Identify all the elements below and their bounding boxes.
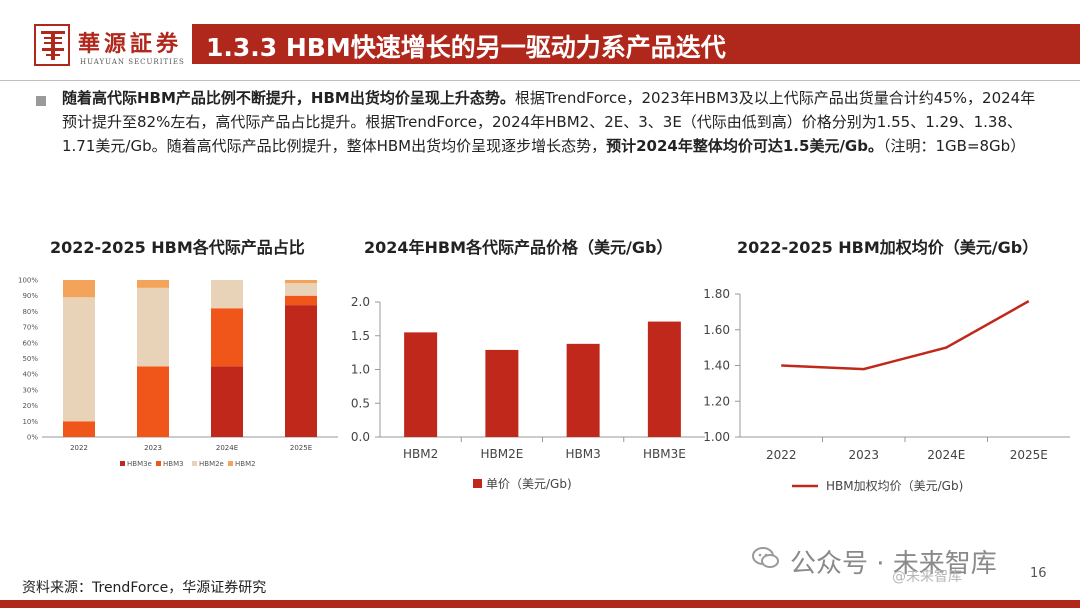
y-tick-label: 60% xyxy=(22,339,38,347)
page-title: 1.3.3 HBM快速增长的另一驱动力系产品迭代 xyxy=(206,33,726,62)
x-tick-label: 2025E xyxy=(290,444,312,452)
y-tick-label: 1.40 xyxy=(703,359,730,373)
x-tick-label: HBM3E xyxy=(643,447,686,461)
legend-label: HBM2 xyxy=(235,460,256,468)
avg-price-line xyxy=(781,300,1030,371)
bar-segment xyxy=(211,308,243,367)
page-number: 16 xyxy=(1030,566,1047,581)
bar-segment xyxy=(63,297,95,422)
body-note: （注明：1GB=8Gb） xyxy=(882,137,1026,155)
price-bar xyxy=(485,349,519,437)
bar-segment xyxy=(285,295,317,306)
bar-segment xyxy=(211,366,243,437)
legend-swatch xyxy=(156,461,161,466)
y-tick-label: 1.00 xyxy=(703,430,730,444)
legend-swatch xyxy=(192,461,197,466)
y-tick-label: 1.0 xyxy=(351,363,370,377)
y-tick-label: 50% xyxy=(22,355,38,363)
x-tick-label: 2025E xyxy=(1010,448,1048,462)
watermark-small: @未来智库 xyxy=(892,569,962,585)
chart3-line: 1.00 1.20 1.40 1.60 1.80 2022 2023 2024E 2025E HB… xyxy=(703,287,1070,493)
y-tick-label: 2.0 xyxy=(351,295,370,309)
chart3-title: 2022-2025 HBM加权均价（美元/Gb） xyxy=(737,238,1039,257)
chart1-stacked-bar: 0% 10% 20% 30% 40% 50% 60% 70% 80% 90% 100% 2022 202… xyxy=(18,277,338,468)
bar-segment xyxy=(285,283,317,296)
y-tick-label: 100% xyxy=(18,277,38,285)
y-tick-label: 0.0 xyxy=(351,430,370,444)
price-bar xyxy=(566,343,600,437)
y-tick-label: 1.20 xyxy=(703,394,730,408)
logo-text: 華源証券 xyxy=(78,31,183,57)
legend-swatch xyxy=(228,461,233,466)
x-tick-label: 2024E xyxy=(216,444,238,452)
body-paragraph: 随着高代际HBM产品比例不断提升，HBM出货均价呈现上升态势。根据TrendFo… xyxy=(62,86,1042,158)
y-tick-label: 90% xyxy=(22,292,38,300)
chart1-title: 2022-2025 HBM各代际产品占比 xyxy=(50,238,305,257)
bar-segment xyxy=(285,280,317,284)
header-divider xyxy=(0,80,1080,81)
bar-segment xyxy=(285,305,317,437)
y-tick-label: 0% xyxy=(27,434,38,442)
bar-segment xyxy=(63,421,95,437)
bullet-square-icon xyxy=(36,96,46,106)
y-tick-label: 1.80 xyxy=(703,287,730,301)
legend-label: HBM3 xyxy=(163,460,184,468)
x-tick-label: 2022 xyxy=(70,444,88,452)
legend-label: HBM2e xyxy=(199,460,224,468)
y-tick-label: 0.5 xyxy=(351,396,370,410)
y-tick-label: 10% xyxy=(22,418,38,426)
chart2-title: 2024年HBM各代际产品价格（美元/Gb） xyxy=(364,238,673,257)
x-tick-label: HBM3 xyxy=(566,447,601,461)
y-tick-label: 20% xyxy=(22,402,38,410)
bar-segment xyxy=(137,287,169,367)
title-bar: 1.3.3 HBM快速增长的另一驱动力系产品迭代 xyxy=(192,24,1080,64)
body-bold-conclusion: 预计2024年整体均价可达1.5美元/Gb。 xyxy=(606,137,883,155)
legend-swatch xyxy=(473,479,482,488)
x-tick-label: 2022 xyxy=(766,448,797,462)
bar-segment xyxy=(63,280,95,298)
watermark: 公众号 · 未来智库 xyxy=(790,549,997,579)
bar-segment xyxy=(211,280,243,309)
x-tick-label: HBM2 xyxy=(403,447,438,461)
price-bar xyxy=(647,321,681,437)
y-tick-label: 40% xyxy=(22,371,38,379)
chart2-bar: 0.0 0.5 1.0 1.5 2.0 HBM2 HBM2E HBM3 HBM3E 单价（美元/G… xyxy=(351,295,705,491)
slide-header: 華源証券 HUAYUAN SECURITIES 1.3.3 HBM快速增长的另一… xyxy=(0,0,1080,82)
wechat-icon xyxy=(752,546,780,570)
x-tick-label: 2023 xyxy=(144,444,162,452)
bottom-bar xyxy=(0,600,1080,608)
y-tick-label: 70% xyxy=(22,324,38,332)
logo-seal-icon xyxy=(34,24,70,66)
x-tick-label: 2024E xyxy=(927,448,965,462)
y-tick-label: 80% xyxy=(22,308,38,316)
bar-segment xyxy=(137,280,169,288)
logo-subtext: HUAYUAN SECURITIES xyxy=(80,58,185,66)
legend-swatch xyxy=(120,461,125,466)
source-note: 资料来源：TrendForce，华源证券研究 xyxy=(22,580,267,596)
y-tick-label: 1.5 xyxy=(351,329,370,343)
y-tick-label: 1.60 xyxy=(703,323,730,337)
legend-label: HBM加权均价（美元/Gb) xyxy=(826,479,963,493)
bar-segment xyxy=(137,366,169,437)
price-bar xyxy=(404,332,438,437)
y-tick-label: 30% xyxy=(22,386,38,394)
body-text: 根据TrendForce，2023年HBM3及以上代际产品出货量合计约45%，2… xyxy=(62,89,1036,155)
body-bold-lead: 随着高代际HBM产品比例不断提升，HBM出货均价呈现上升态势。 xyxy=(62,89,515,107)
legend-label: 单价（美元/Gb) xyxy=(486,477,572,491)
x-tick-label: 2023 xyxy=(848,448,879,462)
x-tick-label: HBM2E xyxy=(480,447,523,461)
legend-label: HBM3e xyxy=(127,460,152,468)
